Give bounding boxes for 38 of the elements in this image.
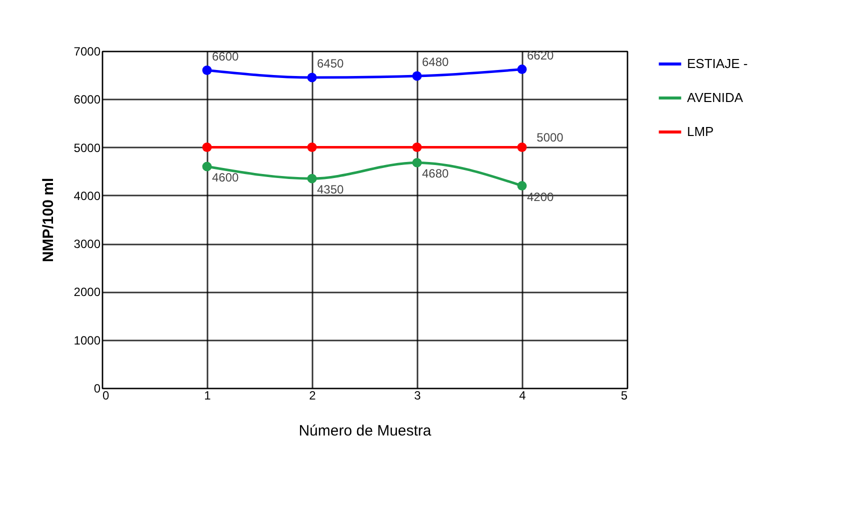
point (202, 66, 212, 75)
x-tick-label: 2 (309, 388, 316, 402)
point (517, 142, 527, 152)
point (517, 64, 527, 74)
point (307, 174, 317, 184)
y-tick-label: 5000 (74, 140, 101, 155)
x-tick-label: 0 (102, 388, 110, 402)
y-tick-label: 3000 (74, 237, 101, 252)
point (412, 142, 422, 152)
x-tick-label: 3 (414, 388, 422, 402)
point (202, 142, 212, 152)
y-tick-label: 1000 (74, 333, 101, 348)
y-axis-title: NMP/100 ml (40, 178, 57, 262)
y-tick-label: 2000 (74, 285, 101, 300)
x-axis-title: Número de Muestra (298, 422, 432, 440)
point (307, 72, 317, 82)
data-label: 4600 (212, 170, 240, 185)
data-label: 6600 (212, 49, 240, 64)
legend-label: AVENIDA (687, 90, 744, 105)
data-label: 6450 (317, 56, 344, 70)
x-tick-label: 1 (204, 388, 212, 402)
data-label: 6480 (422, 55, 450, 70)
legend-label: LMP (687, 124, 714, 139)
point (517, 181, 527, 191)
y-tick-label: 4000 (74, 188, 101, 203)
point (202, 162, 212, 172)
data-label: 6620 (527, 48, 554, 62)
data-label: 5000 (536, 130, 564, 144)
data-label: 4680 (422, 166, 450, 181)
legend-label: ESTIAJE - (687, 56, 748, 71)
x-tick-label: 4 (519, 388, 526, 402)
data-label: 4350 (317, 182, 344, 197)
point (307, 142, 317, 152)
y-tick-label: 7000 (74, 44, 101, 58)
y-tick-label: 6000 (74, 92, 101, 107)
point (412, 71, 422, 81)
point (412, 158, 422, 168)
x-tick-label: 5 (620, 388, 628, 402)
